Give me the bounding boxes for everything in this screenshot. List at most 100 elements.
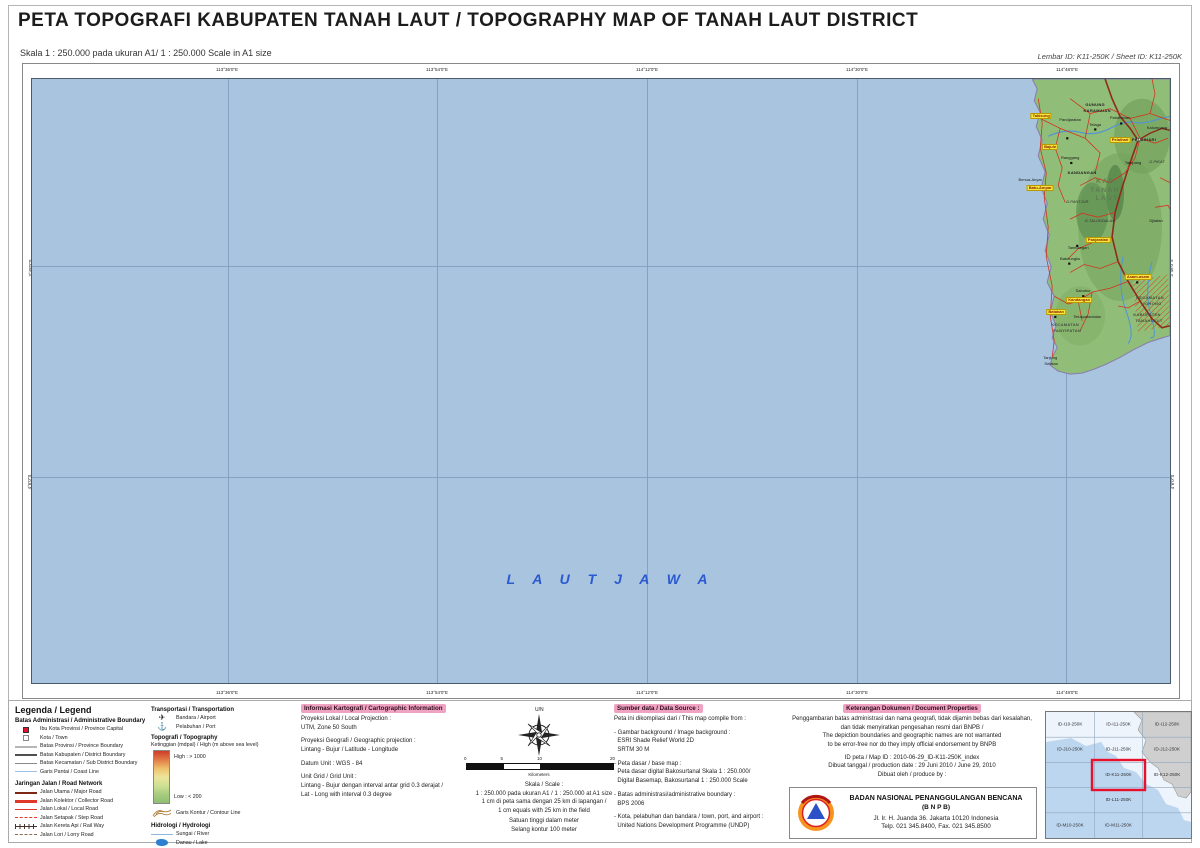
svg-text:ID-K11-250K: ID-K11-250K <box>1105 772 1132 777</box>
hydrology-title: Hidrologi / Hydrologi <box>151 823 211 829</box>
legend-item: Jalan Setapak / Step Road <box>15 814 151 823</box>
coordinate-label: 113°54'0"E <box>426 67 448 72</box>
data-source-header: Sumber data / Data Source : <box>614 704 703 713</box>
graticule-line <box>32 476 1170 478</box>
scale-bar <box>466 763 614 770</box>
legend-item: Batas Provinsi / Province Boundary <box>15 742 151 751</box>
contour-icon <box>151 806 173 820</box>
coordinate-label: 114°12'0"E <box>636 67 658 72</box>
elevation-subtitle: Ketinggian (mdpal) / High (m above sea l… <box>151 742 259 748</box>
place-label: Tampang <box>1124 159 1142 165</box>
place-label: G.PIKAT <box>1149 158 1165 164</box>
place-label: Pelaihari <box>1109 137 1131 144</box>
index-map[interactable]: ID-I10-250K ID-I11-250K ID-I12-250K ID-J10-… <box>1045 711 1192 839</box>
coordinate-label: 113°54'0"E <box>426 690 448 695</box>
transport-items: ✈ Bandara / Airport ⚓ Pelabuhan / Port <box>151 714 299 731</box>
sea-name-label: L A U T J A W A <box>506 571 715 588</box>
place-label: Ranggang <box>1060 154 1080 160</box>
place-label: Bajuin <box>1042 144 1059 151</box>
elevation-note: Satuan tinggi dalam meter Selang kontur 1… <box>508 818 580 833</box>
legend-item: Batas Kabupaten / District Boundary <box>15 751 151 760</box>
svg-text:ID-J11-250K: ID-J11-250K <box>1106 747 1132 752</box>
producer-box: BADAN NASIONAL PENANGGULANGAN BENCANA (B… <box>789 787 1037 839</box>
svg-text:ID-J10-250K: ID-J10-250K <box>1057 747 1084 752</box>
graticule-line <box>1066 79 1068 683</box>
data-source-items: - Gambar background / Image background :… <box>614 729 764 829</box>
place-label: JORONG <box>1142 301 1162 307</box>
coordinate-label: 113°36'0"E <box>216 67 238 72</box>
river <box>1120 256 1132 344</box>
plantation-zone <box>1132 274 1170 332</box>
place-label: Batakan <box>1046 308 1066 315</box>
data-source-column: Sumber data / Data Source : Peta ini dik… <box>614 701 780 831</box>
place-label: PELAIHARI <box>1131 137 1157 143</box>
org-name: BADAN NASIONAL PENANGGULANGAN BENCANA <box>849 795 1023 803</box>
port-icon: ⚓ <box>157 721 167 731</box>
org-phone: Telp. 021 345.8400, Fax. 021 345.8500 <box>881 823 991 831</box>
coordinate-label: 114°30'0"E <box>846 67 868 72</box>
doc-props-column: Keterangan Dokumen / Document Properties… <box>781 701 1043 839</box>
page-title: PETA TOPOGRAFI KABUPATEN TANAH LAUT / TO… <box>18 10 919 31</box>
place-label: Kandangan <box>1066 297 1093 304</box>
legend-panel: Legenda / Legend Batas Administrasi / Ad… <box>8 700 1192 847</box>
scale-unit: Kilometers <box>528 772 550 777</box>
place-label: Selatan <box>1044 361 1058 367</box>
disclaimer-text: Penggambaran batas administrasi dan nama… <box>792 716 1032 749</box>
carto-info-header: Informasi Kartografi / Cartographic Info… <box>301 704 446 713</box>
place-label: Panjaratan <box>1085 236 1111 243</box>
svg-text:ID-I10-250K: ID-I10-250K <box>1058 722 1084 727</box>
place-label: KANDANGAN <box>1067 169 1097 175</box>
svg-text:ID-L11-250K: ID-L11-250K <box>1106 797 1133 802</box>
elevation-low-label: Low : < 200 <box>174 794 202 800</box>
place-label: G.PANTJUR <box>1065 199 1089 205</box>
svg-text:ID-I11-250K: ID-I11-250K <box>1106 722 1131 727</box>
coordinate-label: 114°48'0"E <box>1056 690 1078 695</box>
place-label: Telaga <box>1089 122 1102 128</box>
map-id-text: ID peta / Map ID : 2010-06-29_ID-K11-250… <box>828 754 996 779</box>
map-canvas[interactable]: GUNUNG KARAMAIAN Takisung Pandjaratan Telaga… <box>31 78 1171 684</box>
carto-info-column: Informasi Kartografi / Cartographic Info… <box>301 701 476 800</box>
legend-item: Garis Pantai / Coast Line <box>15 768 151 777</box>
scale-subtitle: Skala 1 : 250.000 pada ukuran A1/ 1 : 25… <box>20 48 272 58</box>
legend-item: Batas Kecamatan / Sub District Boundary <box>15 759 151 768</box>
graticule-line <box>437 79 439 683</box>
legend-item: Ibu Kota Provinsi / Province Capital <box>15 725 151 734</box>
landmass-graphic <box>1031 79 1170 375</box>
road-network-title: Jaringan Jalan / Road Network <box>15 781 103 787</box>
place-label: Kalumpang <box>1146 125 1168 131</box>
svg-text:ID-K12-250K: ID-K12-250K <box>1154 772 1181 777</box>
place-label: TANAH <box>1090 186 1120 194</box>
bnpb-logo <box>798 794 834 831</box>
legend-title: Legenda / Legend <box>15 705 92 715</box>
svg-text:ID-M11-250K: ID-M11-250K <box>1105 822 1133 827</box>
coordinate-label: 114°30'0"E <box>846 690 868 695</box>
elevation-high-label: High : > 1000 <box>174 754 206 760</box>
coordinate-label: 114°12'0"E <box>636 690 658 695</box>
airport-icon: ✈ <box>158 713 166 723</box>
place-label: TANAHLAUT <box>1135 317 1163 323</box>
place-label: Djilatan <box>1149 218 1163 224</box>
admin-boundary-items: Ibu Kota Provinsi / Province Capital Kota… <box>15 725 151 776</box>
river <box>1047 115 1170 137</box>
place-label: KARAMAIAN <box>1083 107 1111 113</box>
north-label: U/N <box>535 707 544 713</box>
place-label: G.TALOKDALAM <box>1084 218 1116 224</box>
place-label: Telukpakedaian <box>1073 313 1102 319</box>
place-label: Asam-asam <box>1124 274 1152 281</box>
legend-item: Sungai / River <box>151 830 299 839</box>
legend-item: Kota / Town <box>15 734 151 743</box>
doc-props-header: Keterangan Dokumen / Document Properties <box>843 704 981 713</box>
map-frame: 113°36'0"E 113°54'0"E 114°12'0"E 114°30'0"E… <box>22 63 1180 699</box>
legend-item: Jalan Kereta Api / Rail Way <box>15 822 151 831</box>
legend-item: ✈ Bandara / Airport <box>151 714 299 723</box>
place-label: KECAMATAN <box>1136 295 1164 301</box>
graticule-line <box>227 79 229 683</box>
place-label: Tambangan <box>1067 244 1089 250</box>
topo-legend-column: Transportasi / Transportation ✈ Bandara /… <box>151 701 299 847</box>
org-address: Jl. Ir. H. Juanda 36. Jakarta 10120 Indo… <box>873 814 999 822</box>
org-abbr: (B N P B) <box>921 803 951 811</box>
svg-text:ID-M10-250K: ID-M10-250K <box>1056 822 1084 827</box>
place-label: LAUT <box>1095 195 1119 203</box>
data-source-intro: Peta ini dikompilasi dari / This map com… <box>614 716 746 722</box>
